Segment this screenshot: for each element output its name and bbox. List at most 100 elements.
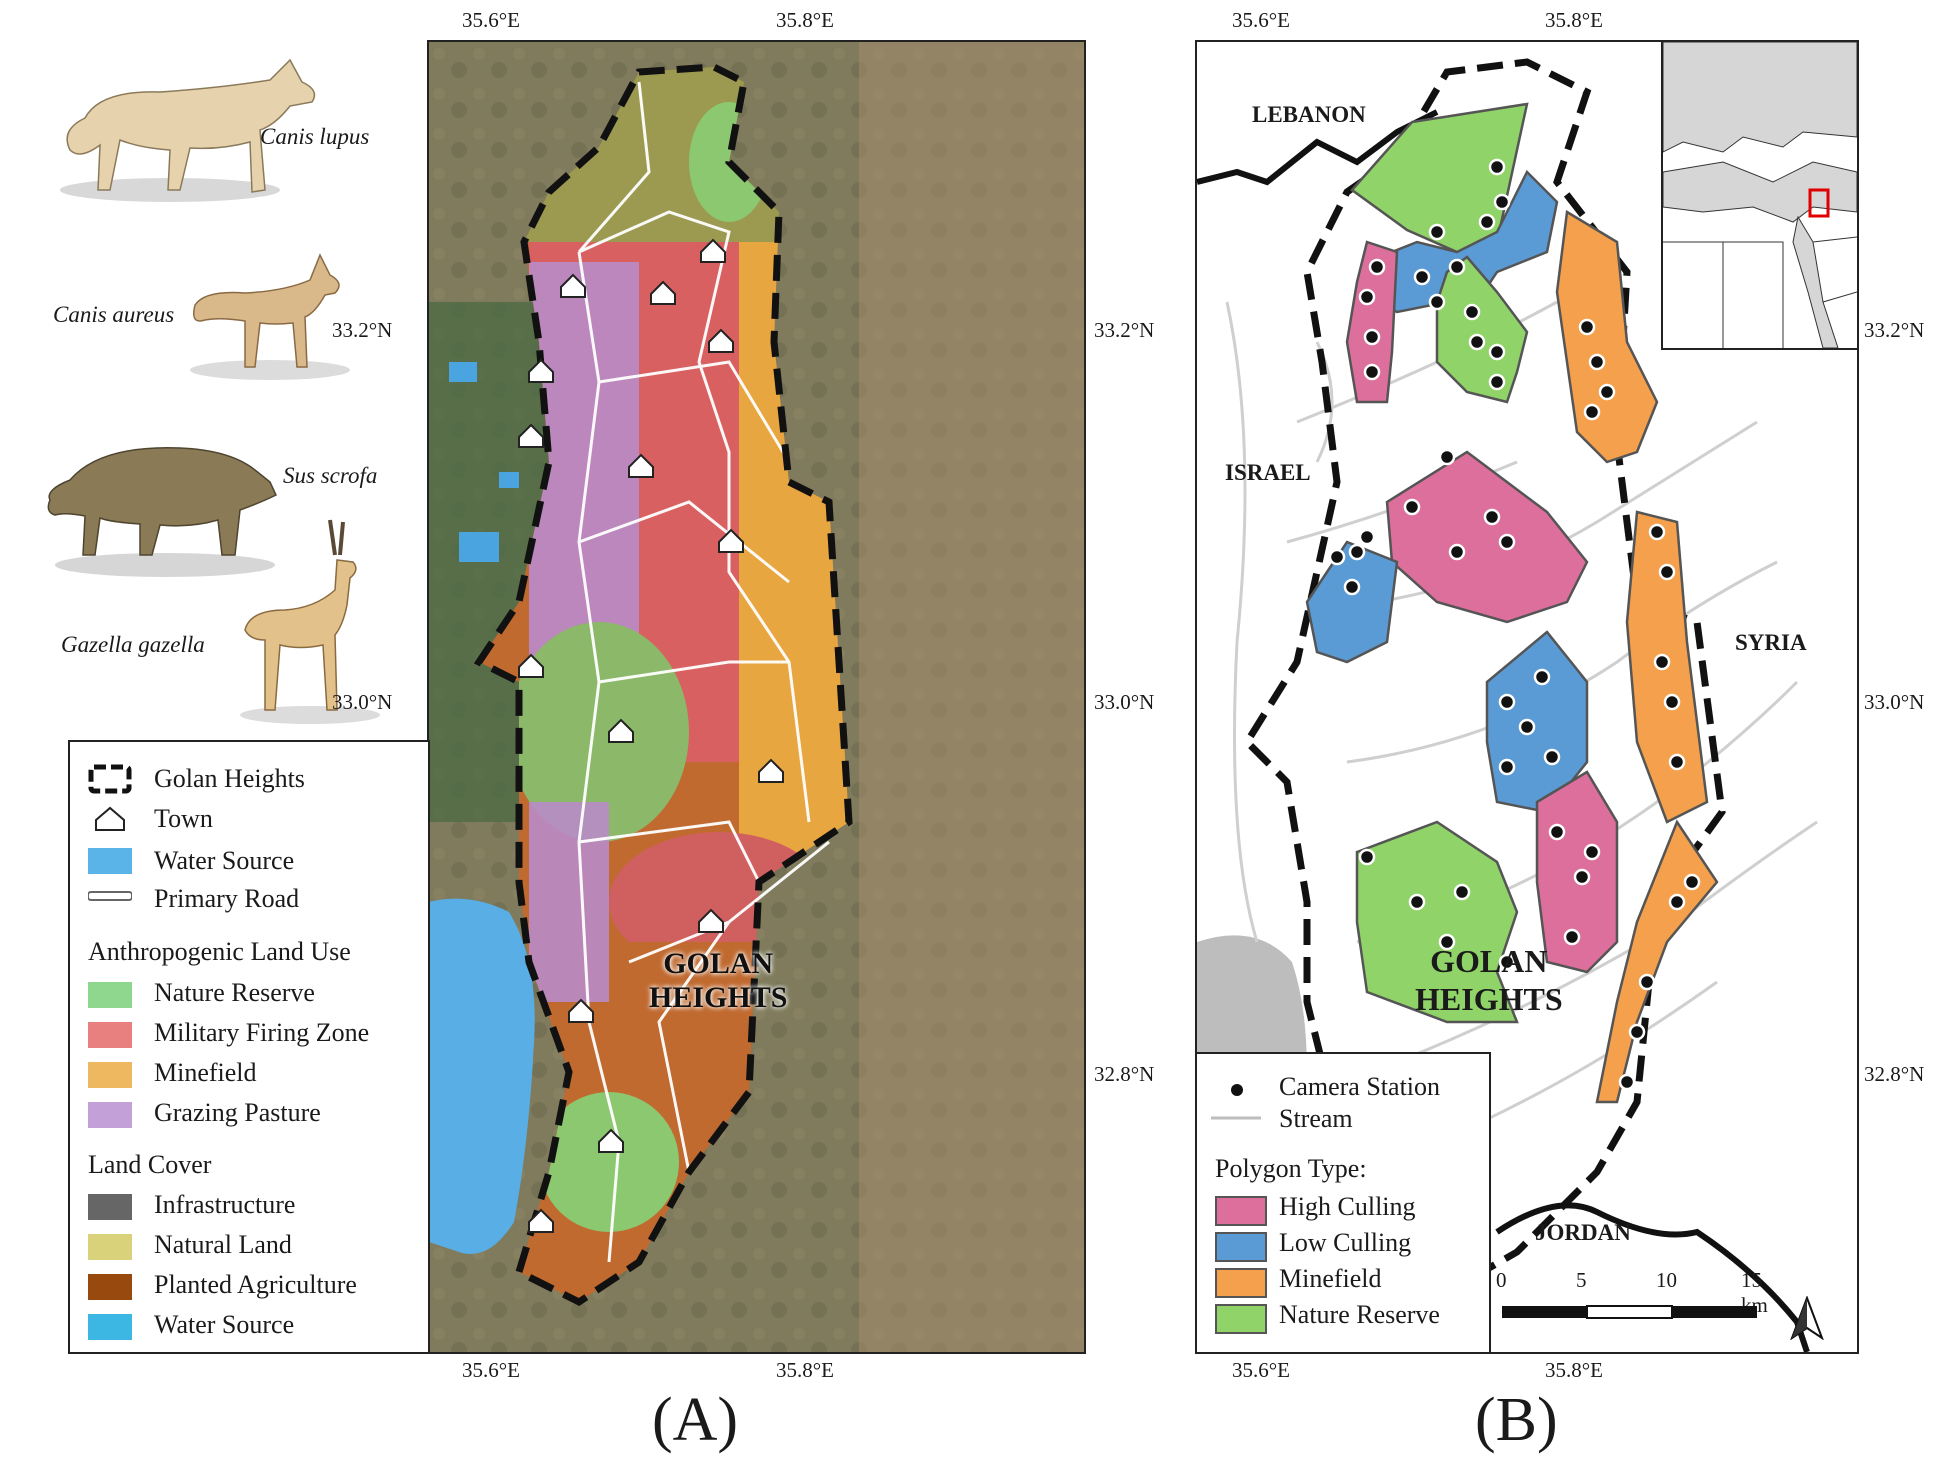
minefield-swatch <box>88 1062 132 1088</box>
panel-label-a: (A) <box>652 1386 739 1454</box>
water-source-swatch <box>88 848 132 874</box>
locator-inset-graphic <box>1663 42 1857 348</box>
low-culling-polygon <box>1305 540 1399 664</box>
high-culling-polygon <box>1385 450 1589 624</box>
town-icon <box>698 908 724 933</box>
legend-town: Town <box>154 804 213 833</box>
town-icon <box>528 1208 554 1233</box>
legend-military-firing-zone: Military Firing Zone <box>154 1018 370 1047</box>
legend-land-use: Golan Heights Town Water Source Primary … <box>68 740 430 1354</box>
town-icon <box>518 653 544 678</box>
nature-reserve-swatch <box>88 982 132 1008</box>
primary-road-key <box>88 891 132 901</box>
golan-heights-label-a: GOLAN HEIGHTS <box>649 947 788 1014</box>
lon-tick-top-a-1: 35.6°E <box>462 8 520 32</box>
golan-heights-label-b: GOLAN HEIGHTS <box>1415 943 1563 1017</box>
lat-tick-right-a-1: 33.2°N <box>1094 318 1155 342</box>
town-icon <box>518 423 544 448</box>
species-name-gazella-gazella: Gazella gazella <box>61 632 205 657</box>
north-arrow-icon <box>1790 1296 1824 1340</box>
town-icon <box>708 328 734 353</box>
country-label-syria: SYRIA <box>1735 630 1807 655</box>
study-area-marker <box>1808 188 1830 218</box>
scale-label-10: 10 <box>1656 1268 1677 1292</box>
minefield-polygon <box>1555 209 1659 464</box>
legend-nature-reserve: Nature Reserve <box>154 978 315 1007</box>
legend-water-source: Water Source <box>154 846 295 875</box>
grazing-pasture-swatch <box>88 1102 132 1128</box>
town-icon <box>758 758 784 783</box>
jackal-illustration <box>190 253 350 380</box>
species-name-canis-aureus: Canis aureus <box>53 302 175 327</box>
legend-high-culling: High Culling <box>1279 1192 1416 1221</box>
country-label-jordan: JORDAN <box>1535 1220 1631 1245</box>
lon-tick-top-b-2: 35.8°E <box>1545 8 1603 32</box>
lon-tick-top-b-1: 35.6°E <box>1232 8 1290 32</box>
lat-tick-a-1: 33.2°N <box>332 318 393 342</box>
lon-tick-bottom-b-1: 35.6°E <box>1232 1358 1290 1382</box>
town-icon <box>95 806 125 831</box>
legend-infrastructure: Infrastructure <box>154 1190 296 1219</box>
high-culling-polygon <box>1345 240 1399 404</box>
boar-illustration <box>47 447 277 577</box>
species-name-canis-lupus: Canis lupus <box>260 124 370 149</box>
minefield-polygon <box>1595 819 1719 1104</box>
legend-planted-agriculture: Planted Agriculture <box>154 1270 357 1299</box>
high-culling-swatch <box>1215 1196 1267 1226</box>
camera-station-key <box>1231 1084 1243 1096</box>
nature-reserve-polygon-swatch <box>1215 1304 1267 1334</box>
lebanon-border <box>1197 109 1439 186</box>
legend-land-cover-title: Land Cover <box>88 1150 212 1179</box>
town-icon <box>568 998 594 1023</box>
town-icon <box>628 453 654 478</box>
polygon-type-map-graphic <box>1197 58 1818 1352</box>
lon-tick-bottom-b-2: 35.8°E <box>1545 1358 1603 1382</box>
lat-tick-right-b-3: 32.8°N <box>1864 1062 1925 1086</box>
stream-key <box>1211 1116 1261 1120</box>
minefield-polygon-swatch <box>1215 1268 1267 1298</box>
town-icon <box>608 718 634 743</box>
panel-label-b: (B) <box>1475 1386 1558 1454</box>
country-label-lebanon: LEBANON <box>1252 102 1366 127</box>
golan-heights-boundary <box>473 63 853 1307</box>
legend-low-culling: Low Culling <box>1279 1228 1412 1257</box>
jordan-border <box>1495 1202 1810 1352</box>
legend-water-source-cover: Water Source <box>154 1310 295 1339</box>
nature-reserve-polygon <box>1355 820 1519 1024</box>
legend-minefield: Minefield <box>154 1058 257 1087</box>
lon-tick-bottom-a-1: 35.6°E <box>462 1358 520 1382</box>
lon-tick-top-a-2: 35.8°E <box>776 8 834 32</box>
legend-primary-road: Primary Road <box>154 884 300 913</box>
land-use-map: GOLAN HEIGHTS <box>427 40 1086 1354</box>
legend-polygon-types: Camera Station Stream Polygon Type: High… <box>1195 1052 1491 1354</box>
military-firing-zone-swatch <box>88 1022 132 1048</box>
lat-tick-right-a-2: 33.0°N <box>1094 690 1155 714</box>
planted-agriculture-swatch <box>88 1274 132 1300</box>
lat-tick-right-a-3: 32.8°N <box>1094 1062 1155 1086</box>
legend-land-use-title: Anthropogenic Land Use <box>88 937 351 966</box>
scale-bar-graphic <box>1502 1305 1757 1319</box>
country-label-israel: ISRAEL <box>1225 460 1311 485</box>
legend-golan-heights: Golan Heights <box>154 764 305 793</box>
legend-polygon-type-title: Polygon Type: <box>1215 1154 1367 1183</box>
low-culling-swatch <box>1215 1232 1267 1262</box>
sea-of-galilee <box>429 898 535 1254</box>
natural-land-swatch <box>88 1234 132 1260</box>
town-icon <box>528 358 554 383</box>
legend-natural-land: Natural Land <box>154 1230 292 1259</box>
species-name-sus-scrofa: Sus scrofa <box>283 463 378 488</box>
lat-tick-right-b-1: 33.2°N <box>1864 318 1925 342</box>
legend-minefield-polygon: Minefield <box>1279 1264 1382 1293</box>
legend-grazing-pasture: Grazing Pasture <box>154 1098 321 1127</box>
town-icon <box>598 1128 624 1153</box>
lat-tick-a-2: 33.0°N <box>332 690 393 714</box>
golan-heights-key <box>88 764 132 794</box>
gazelle-illustration <box>240 519 380 724</box>
nature-reserve-polygon <box>1435 255 1529 404</box>
scale-label-5: 5 <box>1576 1268 1587 1292</box>
scale-label-0: 0 <box>1496 1268 1507 1292</box>
legend-stream: Stream <box>1279 1104 1353 1133</box>
town-icon <box>700 238 726 263</box>
wolf-illustration <box>60 58 316 202</box>
town-icon <box>650 280 676 305</box>
